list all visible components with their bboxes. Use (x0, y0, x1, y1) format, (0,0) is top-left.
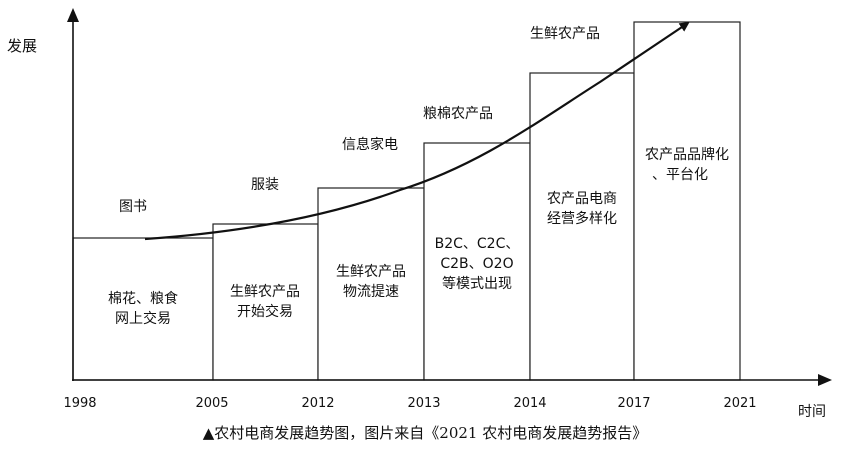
y-axis-arrow (67, 8, 79, 22)
stage-top-label-1: 图书 (119, 199, 147, 215)
growth-trend-arrow (144, 21, 690, 241)
stage-bar-5 (529, 72, 635, 381)
stage-inner-label-1: 棉花、粮食 (108, 290, 178, 307)
stage-inner-label-6: 、平台化 (652, 167, 708, 183)
x-axis-arrow (818, 374, 832, 386)
year-tick: 2017 (617, 396, 650, 411)
stage-inner-label-6: 农产品品牌化 (645, 146, 729, 163)
year-tick: 2012 (301, 396, 334, 411)
stage-top-label-5: 生鲜农产品 (530, 26, 600, 42)
year-tick: 2014 (513, 396, 546, 411)
stage-bar-6 (633, 21, 741, 381)
stage-inner-label-2: 开始交易 (237, 303, 293, 320)
stage-inner-label-5: 农产品电商 (547, 191, 617, 207)
stage-top-label-3: 信息家电 (342, 136, 398, 153)
stage-inner-label-3: 生鲜农产品 (336, 264, 406, 280)
stage-bar-1 (72, 237, 214, 381)
stage-inner-label-1: 网上交易 (115, 310, 171, 327)
stage-bar-3 (317, 187, 425, 381)
stage-top-label-4: 粮棉农产品 (423, 105, 493, 122)
y-axis-label: 发展 (7, 37, 37, 55)
year-tick: 2013 (407, 396, 440, 411)
stage-inner-label-4: 等模式出现 (442, 275, 512, 292)
stage-inner-label-4: C2B、O2O (440, 256, 513, 272)
stage-inner-label-3: 物流提速 (343, 284, 399, 300)
stage-bar-2 (212, 223, 319, 381)
stage-bar-4 (423, 142, 531, 381)
year-tick: 2021 (723, 396, 756, 411)
year-tick: 1998 (63, 396, 96, 411)
stage-inner-label-2: 生鲜农产品 (230, 284, 300, 300)
stage-top-label-2: 服装 (251, 177, 279, 193)
stage-inner-label-5: 经营多样化 (547, 210, 617, 227)
year-tick: 2005 (195, 396, 228, 411)
figure-caption: ▲农村电商发展趋势图，图片来自《2021 农村电商发展趋势报告》 (202, 424, 648, 442)
x-axis-label: 时间 (798, 404, 826, 420)
stage-inner-label-4: B2C、C2C、 (435, 236, 520, 252)
